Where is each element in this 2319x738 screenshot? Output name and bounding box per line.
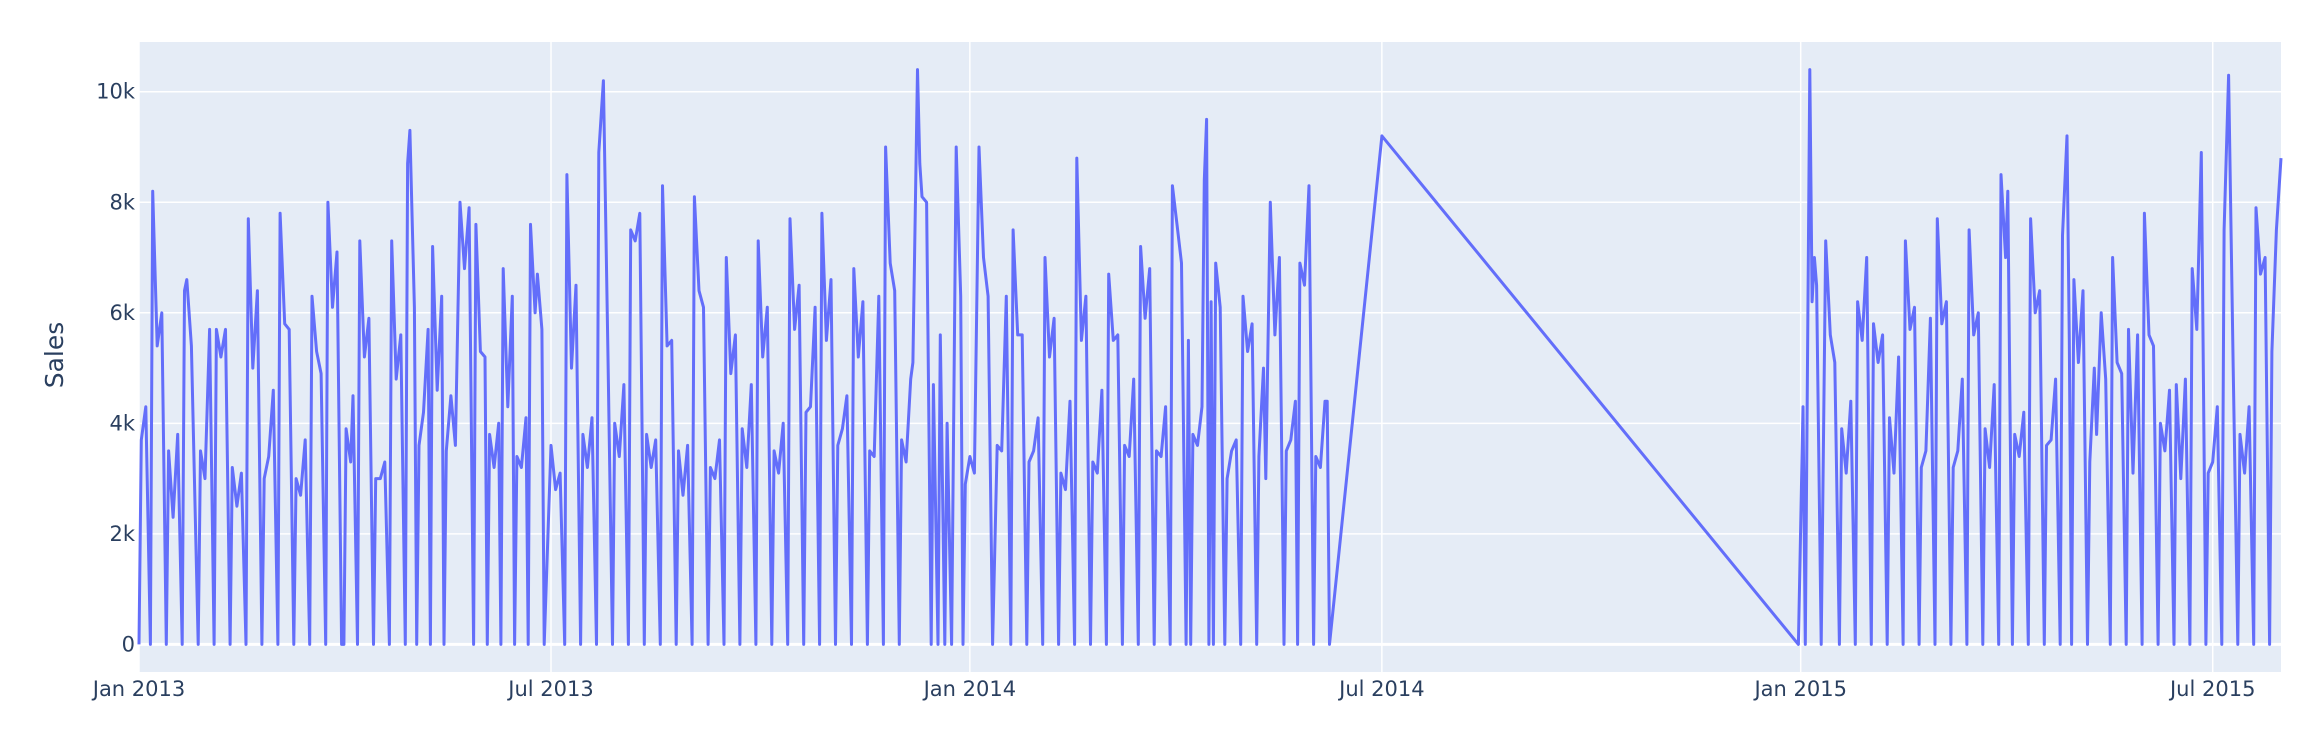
y-tick-label: 8k [109,190,135,214]
y-tick-label: 0 [122,632,135,656]
x-tick-label: Jan 2014 [922,677,1017,701]
y-tick-label: 2k [109,522,135,546]
y-axis-ticks: 0 2k 4k 6k 8k 10k [96,80,136,657]
x-tick-label: Jan 2015 [1752,677,1847,701]
x-tick-label: Jul 2014 [1337,677,1424,701]
y-axis-title: Sales [40,322,69,389]
sales-series-line [137,68,2283,646]
y-tick-label: 10k [96,80,136,104]
x-tick-label: Jul 2015 [2168,677,2255,701]
x-tick-label: Jan 2013 [91,677,186,701]
x-tick-label: Jul 2013 [506,677,593,701]
x-axis-ticks: Jan 2013 Jul 2013 Jan 2014 Jul 2014 Jan 2015… [91,677,2256,701]
series-layer [137,68,2283,646]
y-tick-label: 6k [109,301,135,325]
y-tick-label: 4k [109,411,135,435]
